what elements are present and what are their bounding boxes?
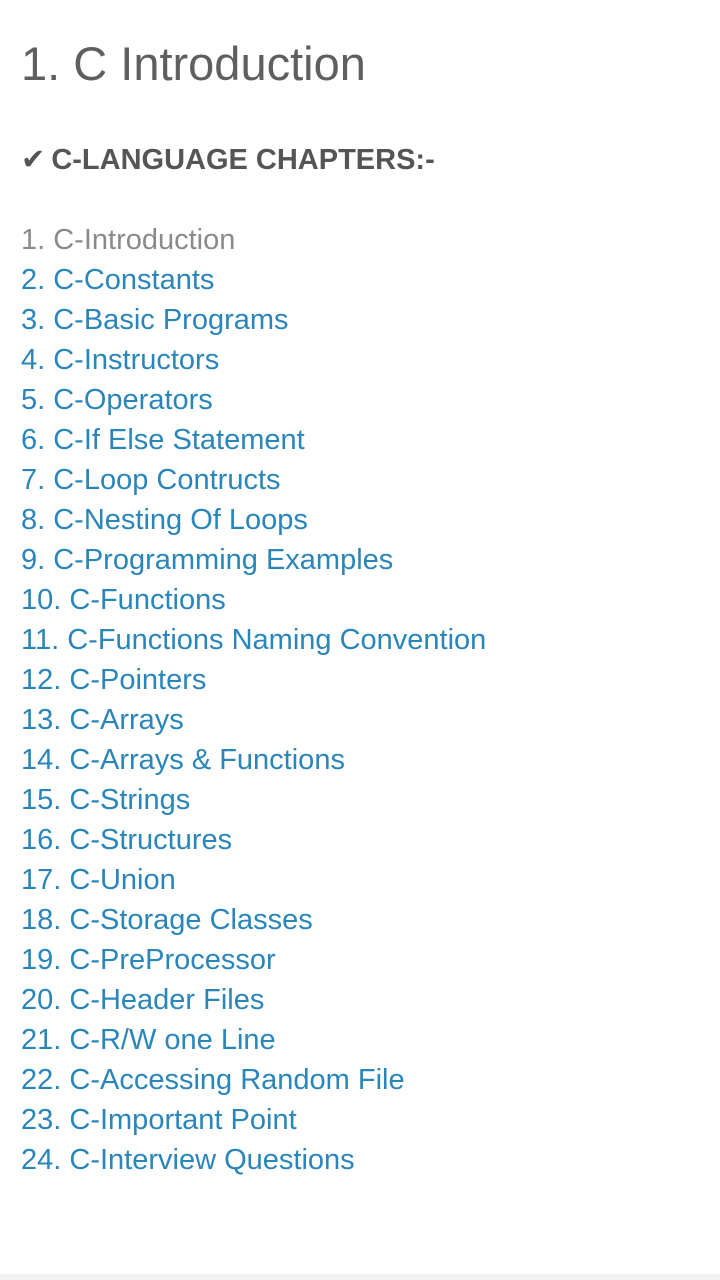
chapter-link[interactable]: 22. C-Accessing Random File xyxy=(21,1064,405,1096)
chapter-link[interactable]: 24. C-Interview Questions xyxy=(21,1144,355,1176)
chapter-link[interactable]: 23. C-Important Point xyxy=(21,1104,297,1136)
chapters-heading-label: C-LANGUAGE CHAPTERS:- xyxy=(51,144,435,176)
chapter-list-item: 7. C-Loop Contructs xyxy=(21,460,486,500)
chapter-list-item: 20. C-Header Files xyxy=(21,980,486,1020)
chapter-list-item: 3. C-Basic Programs xyxy=(21,300,486,340)
chapter-link[interactable]: 17. C-Union xyxy=(21,864,176,896)
chapter-link[interactable]: 18. C-Storage Classes xyxy=(21,904,313,936)
chapter-list-item: 17. C-Union xyxy=(21,860,486,900)
chapter-link[interactable]: 14. C-Arrays & Functions xyxy=(21,744,345,776)
chapter-list-item: 21. C-R/W one Line xyxy=(21,1020,486,1060)
chapter-list-item: 8. C-Nesting Of Loops xyxy=(21,500,486,540)
chapter-link[interactable]: 19. C-PreProcessor xyxy=(21,944,276,976)
bottom-divider xyxy=(0,1274,720,1280)
chapter-link[interactable]: 21. C-R/W one Line xyxy=(21,1024,276,1056)
chapter-list-item: 24. C-Interview Questions xyxy=(21,1140,486,1180)
chapter-list-item: 1. C-Introduction xyxy=(21,220,486,260)
chapter-link[interactable]: 5. C-Operators xyxy=(21,384,213,416)
chapter-link[interactable]: 13. C-Arrays xyxy=(21,704,184,736)
chapter-link[interactable]: 8. C-Nesting Of Loops xyxy=(21,504,308,536)
chapter-list-item: 10. C-Functions xyxy=(21,580,486,620)
chapter-link[interactable]: 9. C-Programming Examples xyxy=(21,544,394,576)
chapter-list-item: 14. C-Arrays & Functions xyxy=(21,740,486,780)
chapter-list-item: 19. C-PreProcessor xyxy=(21,940,486,980)
chapter-link[interactable]: 16. C-Structures xyxy=(21,824,233,856)
chapter-link[interactable]: 10. C-Functions xyxy=(21,584,226,616)
chapter-list-item: 12. C-Pointers xyxy=(21,660,486,700)
chapter-list-item: 4. C-Instructors xyxy=(21,340,486,380)
chapter-list: 1. C-Introduction 2. C-Constants 3. C-Basi… xyxy=(21,220,486,1180)
chapter-link[interactable]: 1. C-Introduction xyxy=(21,224,236,256)
chapter-link[interactable]: 11. C-Functions Naming Convention xyxy=(21,624,487,656)
chapter-link[interactable]: 4. C-Instructors xyxy=(21,344,220,376)
chapter-list-item: 22. C-Accessing Random File xyxy=(21,1060,486,1100)
chapter-list-item: 11. C-Functions Naming Convention xyxy=(21,620,486,660)
chapter-list-item: 16. C-Structures xyxy=(21,820,486,860)
chapter-link[interactable]: 2. C-Constants xyxy=(21,264,215,296)
chapter-list-item: 6. C-If Else Statement xyxy=(21,420,486,460)
chapter-list-item: 2. C-Constants xyxy=(21,260,486,300)
chapter-list-item: 18. C-Storage Classes xyxy=(21,900,486,940)
chapter-link[interactable]: 7. C-Loop Contructs xyxy=(21,464,281,496)
chapter-link[interactable]: 15. C-Strings xyxy=(21,784,191,816)
chapter-list-item: 23. C-Important Point xyxy=(21,1100,486,1140)
chapter-link[interactable]: 6. C-If Else Statement xyxy=(21,424,305,456)
page-title: 1. C Introduction xyxy=(21,37,366,90)
chapter-list-item: 13. C-Arrays xyxy=(21,700,486,740)
chapter-list-item: 15. C-Strings xyxy=(21,780,486,820)
chapter-list-item: 9. C-Programming Examples xyxy=(21,540,486,580)
chapter-link[interactable]: 3. C-Basic Programs xyxy=(21,304,289,336)
chapters-heading: ✔ C-LANGUAGE CHAPTERS:- xyxy=(21,140,435,180)
chapter-link[interactable]: 20. C-Header Files xyxy=(21,984,265,1016)
check-mark-icon: ✔ xyxy=(21,144,46,176)
chapter-list-item: 5. C-Operators xyxy=(21,380,486,420)
chapter-link[interactable]: 12. C-Pointers xyxy=(21,664,207,696)
